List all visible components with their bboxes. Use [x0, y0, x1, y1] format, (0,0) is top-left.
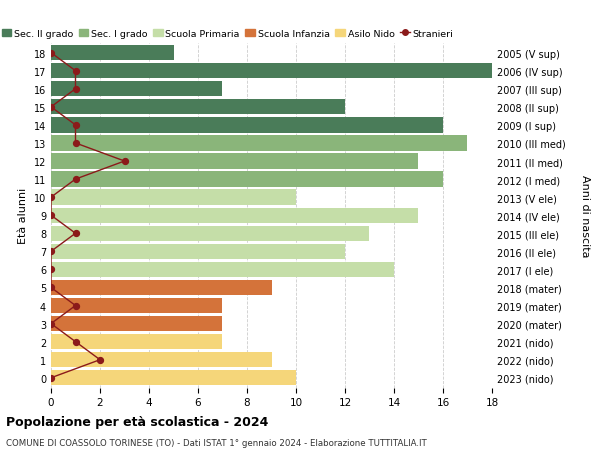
Bar — [51, 334, 223, 350]
Bar — [51, 280, 271, 296]
Point — [71, 122, 80, 129]
Point — [46, 374, 56, 381]
Bar — [51, 244, 345, 259]
Bar — [51, 352, 271, 368]
Bar — [51, 298, 223, 313]
Bar — [51, 46, 173, 61]
Bar — [51, 262, 394, 277]
Point — [46, 50, 56, 57]
Bar — [51, 370, 296, 386]
Bar — [51, 64, 492, 79]
Bar — [51, 208, 418, 224]
Point — [71, 230, 80, 237]
Point — [46, 212, 56, 219]
Bar — [51, 82, 223, 97]
Point — [46, 104, 56, 111]
Bar — [51, 190, 296, 205]
Bar — [51, 172, 443, 187]
Y-axis label: Età alunni: Età alunni — [18, 188, 28, 244]
Point — [95, 356, 105, 364]
Point — [71, 176, 80, 183]
Point — [46, 284, 56, 291]
Legend: Sec. II grado, Sec. I grado, Scuola Primaria, Scuola Infanzia, Asilo Nido, Stran: Sec. II grado, Sec. I grado, Scuola Prim… — [0, 26, 457, 43]
Point — [46, 248, 56, 256]
Y-axis label: Anni di nascita: Anni di nascita — [580, 174, 589, 257]
Bar — [51, 100, 345, 115]
Bar — [51, 316, 223, 331]
Point — [71, 68, 80, 75]
Text: Popolazione per età scolastica - 2024: Popolazione per età scolastica - 2024 — [6, 415, 268, 428]
Bar — [51, 154, 418, 169]
Point — [46, 266, 56, 274]
Point — [71, 338, 80, 346]
Point — [46, 320, 56, 328]
Point — [71, 140, 80, 147]
Bar — [51, 226, 370, 241]
Point — [71, 86, 80, 93]
Point — [71, 302, 80, 309]
Bar — [51, 136, 467, 151]
Text: COMUNE DI COASSOLO TORINESE (TO) - Dati ISTAT 1° gennaio 2024 - Elaborazione TUT: COMUNE DI COASSOLO TORINESE (TO) - Dati … — [6, 438, 427, 448]
Point — [46, 194, 56, 202]
Point — [120, 158, 130, 165]
Bar — [51, 118, 443, 133]
